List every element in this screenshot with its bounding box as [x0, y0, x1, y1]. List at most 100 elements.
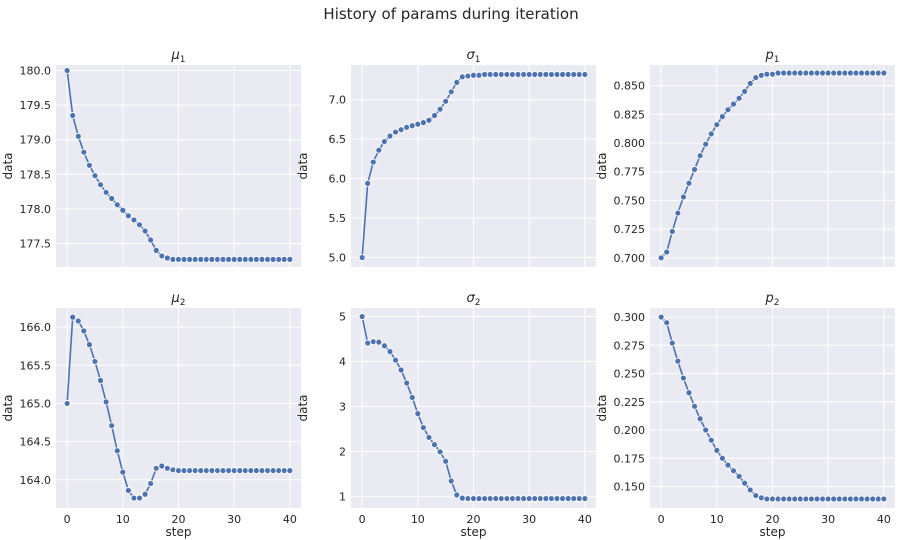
data-point: [425, 116, 433, 124]
data-point: [74, 317, 82, 325]
panel-title-symbol: σ: [467, 48, 476, 63]
panel-title-subscript: 1: [774, 55, 780, 65]
data-point: [520, 495, 528, 502]
data-point: [97, 181, 104, 189]
y-tick-label: 5: [339, 311, 346, 324]
data-point: [86, 341, 93, 349]
data-point: [141, 227, 149, 235]
data-point: [91, 358, 99, 365]
chart-panel-2: 5.0 5.5 6.0 6.5 7.0 σ1 data: [296, 48, 596, 267]
data-point: [169, 466, 177, 474]
y-tick-label: 0.775: [614, 166, 646, 179]
data-point: [548, 495, 555, 502]
data-point: [730, 467, 737, 475]
data-point: [436, 105, 444, 113]
y-tick-label: 0.175: [614, 452, 646, 465]
data-point: [69, 112, 77, 119]
data-point: [680, 374, 687, 382]
data-point: [509, 495, 516, 502]
data-point: [808, 495, 815, 503]
data-point: [492, 495, 500, 502]
data-point: [481, 71, 489, 78]
data-point: [691, 402, 698, 410]
data-point: [497, 495, 505, 502]
data-point: [874, 69, 882, 77]
data-point: [542, 71, 550, 78]
data-point: [364, 179, 372, 187]
chart-panel-3: 0.700 0.725 0.750 0.775 0.800 0.825 0.850 p1 dat…: [595, 48, 895, 267]
data-point: [113, 201, 121, 209]
data-point: [685, 179, 693, 187]
data-point: [158, 462, 166, 470]
data-point: [718, 454, 726, 462]
data-point: [124, 212, 132, 220]
data-point: [458, 494, 466, 502]
panel-title-symbol: μ: [170, 291, 179, 306]
data-point: [713, 446, 721, 454]
data-point: [264, 467, 271, 474]
data-point: [269, 467, 277, 474]
data-point: [475, 495, 483, 502]
data-point: [442, 457, 450, 465]
data-point: [575, 495, 583, 502]
panel-title: σ1: [467, 48, 481, 65]
data-point: [863, 69, 871, 77]
data-point: [564, 495, 572, 502]
data-point: [247, 467, 255, 474]
data-point: [258, 467, 266, 474]
data-point: [559, 71, 566, 78]
data-point: [119, 468, 127, 476]
data-point: [553, 71, 561, 78]
data-point: [108, 195, 116, 202]
data-point: [102, 398, 110, 406]
x-tick-label: 20: [766, 513, 780, 526]
y-tick-label: 6.0: [329, 173, 347, 186]
panel-title: p2: [765, 291, 780, 308]
data-point: [548, 71, 555, 78]
data-point: [486, 495, 494, 502]
data-point: [713, 121, 721, 129]
data-point: [486, 71, 494, 78]
data-point: [752, 74, 760, 82]
data-point: [780, 69, 788, 77]
data-point: [497, 71, 505, 78]
y-tick-label: 0.300: [614, 311, 646, 324]
x-tick-label: 0: [658, 513, 665, 526]
data-point: [186, 255, 194, 263]
data-point: [280, 255, 288, 263]
data-point: [369, 338, 377, 346]
y-tick-label: 178.0: [20, 203, 52, 216]
data-point: [147, 236, 155, 244]
y-tick-label: 6.5: [329, 133, 347, 146]
data-point: [236, 255, 244, 263]
data-point: [241, 255, 249, 263]
data-point: [375, 338, 383, 346]
data-point: [275, 467, 283, 474]
data-point: [757, 71, 765, 79]
data-point: [575, 71, 583, 78]
data-point: [880, 69, 888, 77]
data-point: [392, 356, 399, 364]
data-point: [763, 70, 771, 78]
data-point: [253, 467, 260, 474]
data-point: [470, 71, 477, 79]
data-point: [163, 464, 171, 472]
data-point: [796, 69, 804, 77]
data-point: [225, 467, 233, 474]
y-tick-label: 0.250: [614, 368, 646, 381]
data-point: [63, 400, 71, 407]
data-point: [241, 467, 249, 474]
data-point: [769, 495, 776, 503]
data-point: [91, 172, 99, 180]
y-tick-label: 177.5: [20, 237, 52, 250]
x-tick-label: 20: [467, 513, 481, 526]
data-point: [108, 422, 116, 429]
data-point: [531, 71, 539, 78]
panel-title: μ1: [170, 48, 185, 65]
panel-title-symbol: p: [765, 291, 774, 306]
data-point: [874, 495, 882, 503]
data-point: [509, 71, 516, 78]
data-point: [724, 461, 732, 469]
data-point: [680, 193, 687, 201]
